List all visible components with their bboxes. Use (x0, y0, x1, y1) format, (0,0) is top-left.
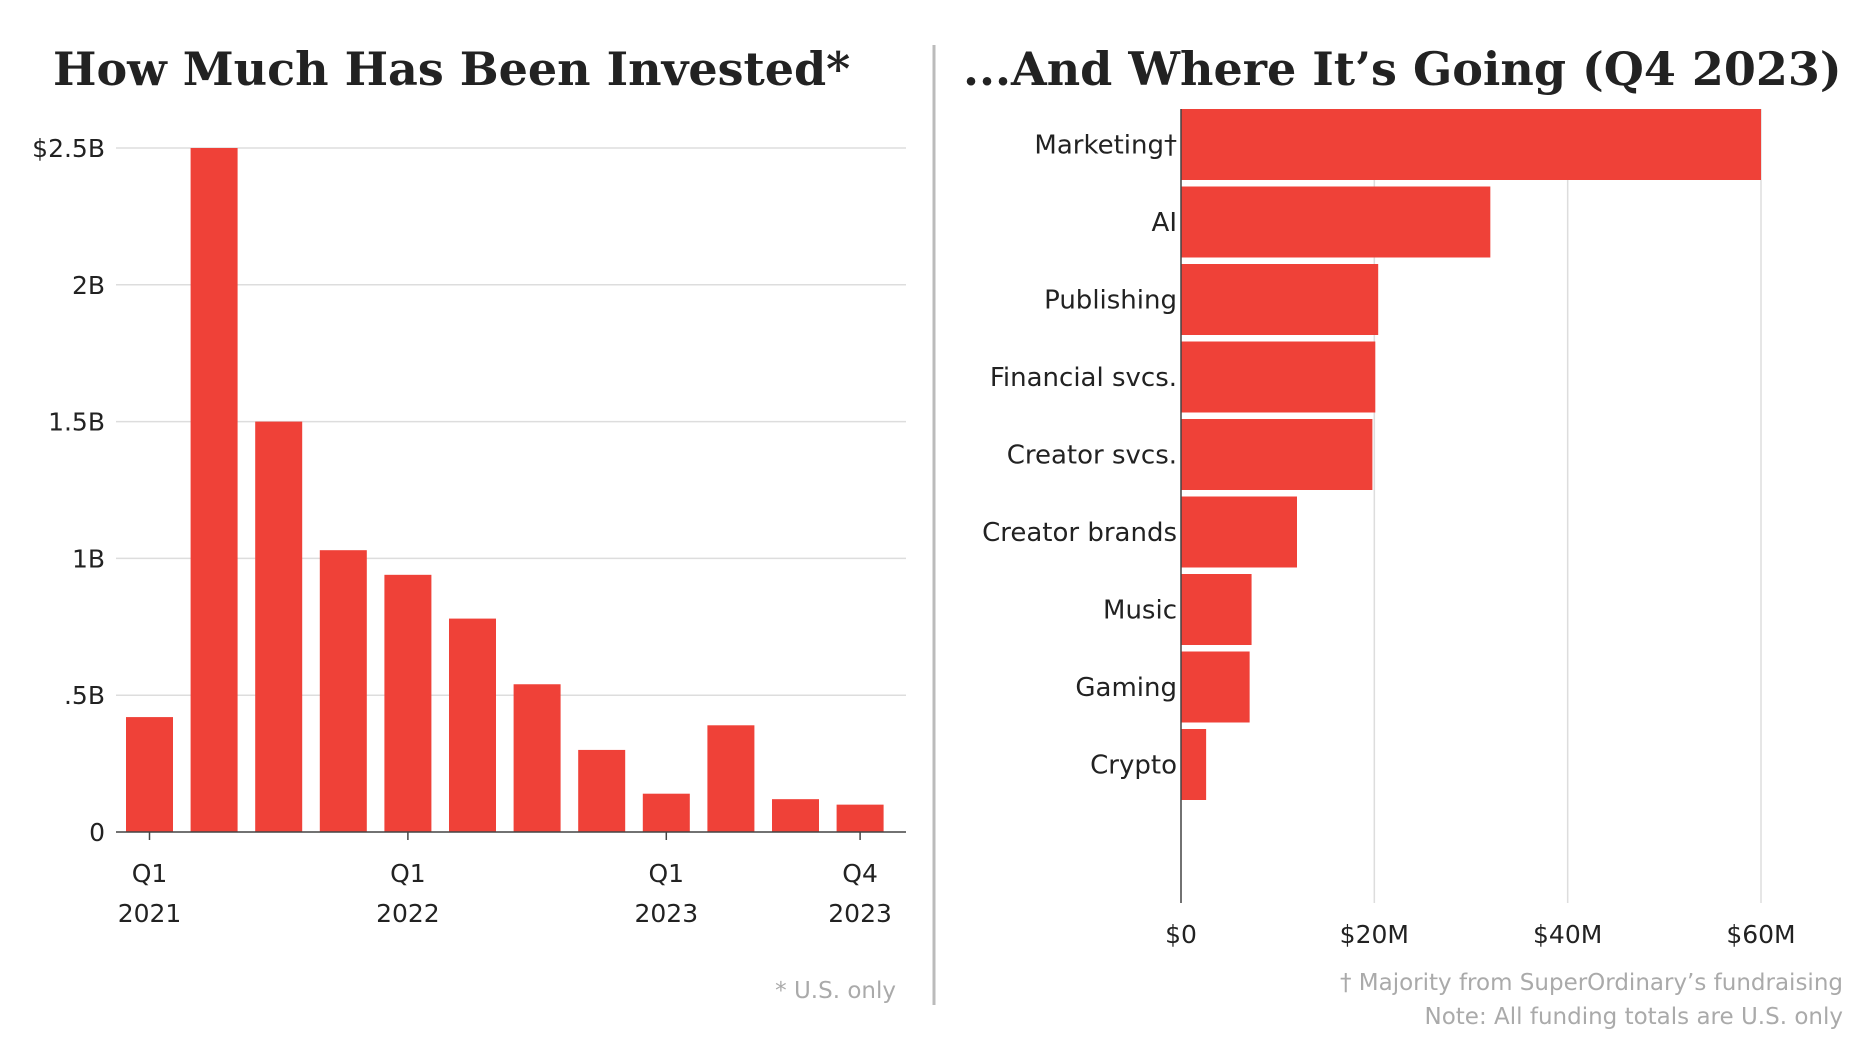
x-tick-year: 2022 (376, 899, 440, 928)
bar-q3-2022 (513, 684, 561, 832)
y-tick-label: 1.5B (48, 408, 105, 437)
x-tick-quarter: Q1 (390, 859, 426, 888)
bar-creatorsvcs (1181, 419, 1373, 490)
bar-marketing (1181, 109, 1761, 180)
x-tick-label: $20M (1340, 920, 1409, 949)
bar-q4-2021 (319, 550, 367, 832)
y-tick-label: 2B (72, 271, 105, 300)
category-label: Creator brands (982, 518, 1177, 548)
bar-music (1181, 574, 1252, 645)
y-tick-label: 1B (72, 544, 105, 573)
category-label: Creator svcs. (1007, 441, 1177, 471)
right-footnote-2: Note: All funding totals are U.S. only (1425, 1004, 1843, 1030)
left-footnote: * U.S. only (775, 978, 896, 1004)
bar-creatorbrands (1181, 496, 1297, 568)
right-chart-title: ...And Where It’s Going (Q4 2023) (963, 42, 1842, 96)
x-tick-label: $0 (1165, 920, 1197, 949)
bar-q1-2021 (126, 717, 173, 832)
category-label: Publishing (1044, 286, 1177, 316)
category-label: AI (1152, 208, 1177, 238)
bar-q1-2023 (642, 793, 690, 832)
bar-publishing (1181, 264, 1379, 335)
x-tick-label: $40M (1533, 920, 1602, 949)
bar-q2-2022 (449, 618, 496, 832)
x-tick-year: 2023 (828, 899, 892, 928)
x-tick-quarter: Q1 (649, 859, 685, 888)
category-label: Marketing† (1034, 131, 1177, 161)
x-tick-label: $60M (1726, 920, 1795, 949)
bar-q4-2022 (578, 749, 626, 832)
bar-q1-2022 (384, 574, 432, 832)
x-tick-quarter: Q1 (132, 859, 168, 888)
y-tick-label: 0 (89, 818, 105, 847)
bar-q2-2023 (707, 725, 755, 832)
x-tick-year: 2021 (118, 899, 182, 928)
bar-crypto (1181, 729, 1207, 800)
bar-gaming (1181, 651, 1250, 723)
category-label: Music (1103, 596, 1177, 626)
x-tick-year: 2023 (634, 899, 698, 928)
category-label: Gaming (1075, 673, 1177, 703)
bar-q2-2021 (190, 148, 238, 832)
right-footnote-1: † Majority from SuperOrdinary’s fundrais… (1340, 970, 1843, 996)
y-tick-label: $2.5B (32, 134, 105, 163)
left-chart: 0 .5B 1B 1.5B 2B $2.5B Q1 2021 Q1 2022 Q1 2023 Q4 202… (32, 134, 906, 928)
right-chart: $0 $20M $40M $60M Marketing† AI Publishing Fina… (982, 109, 1796, 949)
bar-q4-2023 (836, 804, 884, 832)
bar-financialsvcs (1181, 341, 1376, 413)
category-label: Financial svcs. (990, 363, 1177, 393)
bar-q3-2023 (772, 799, 819, 832)
left-chart-title: How Much Has Been Invested* (53, 42, 850, 96)
y-tick-label: .5B (64, 681, 105, 710)
bar-q3-2021 (255, 421, 303, 832)
category-label: Crypto (1090, 751, 1177, 781)
x-tick-quarter: Q4 (842, 859, 878, 888)
bar-ai (1181, 186, 1491, 258)
